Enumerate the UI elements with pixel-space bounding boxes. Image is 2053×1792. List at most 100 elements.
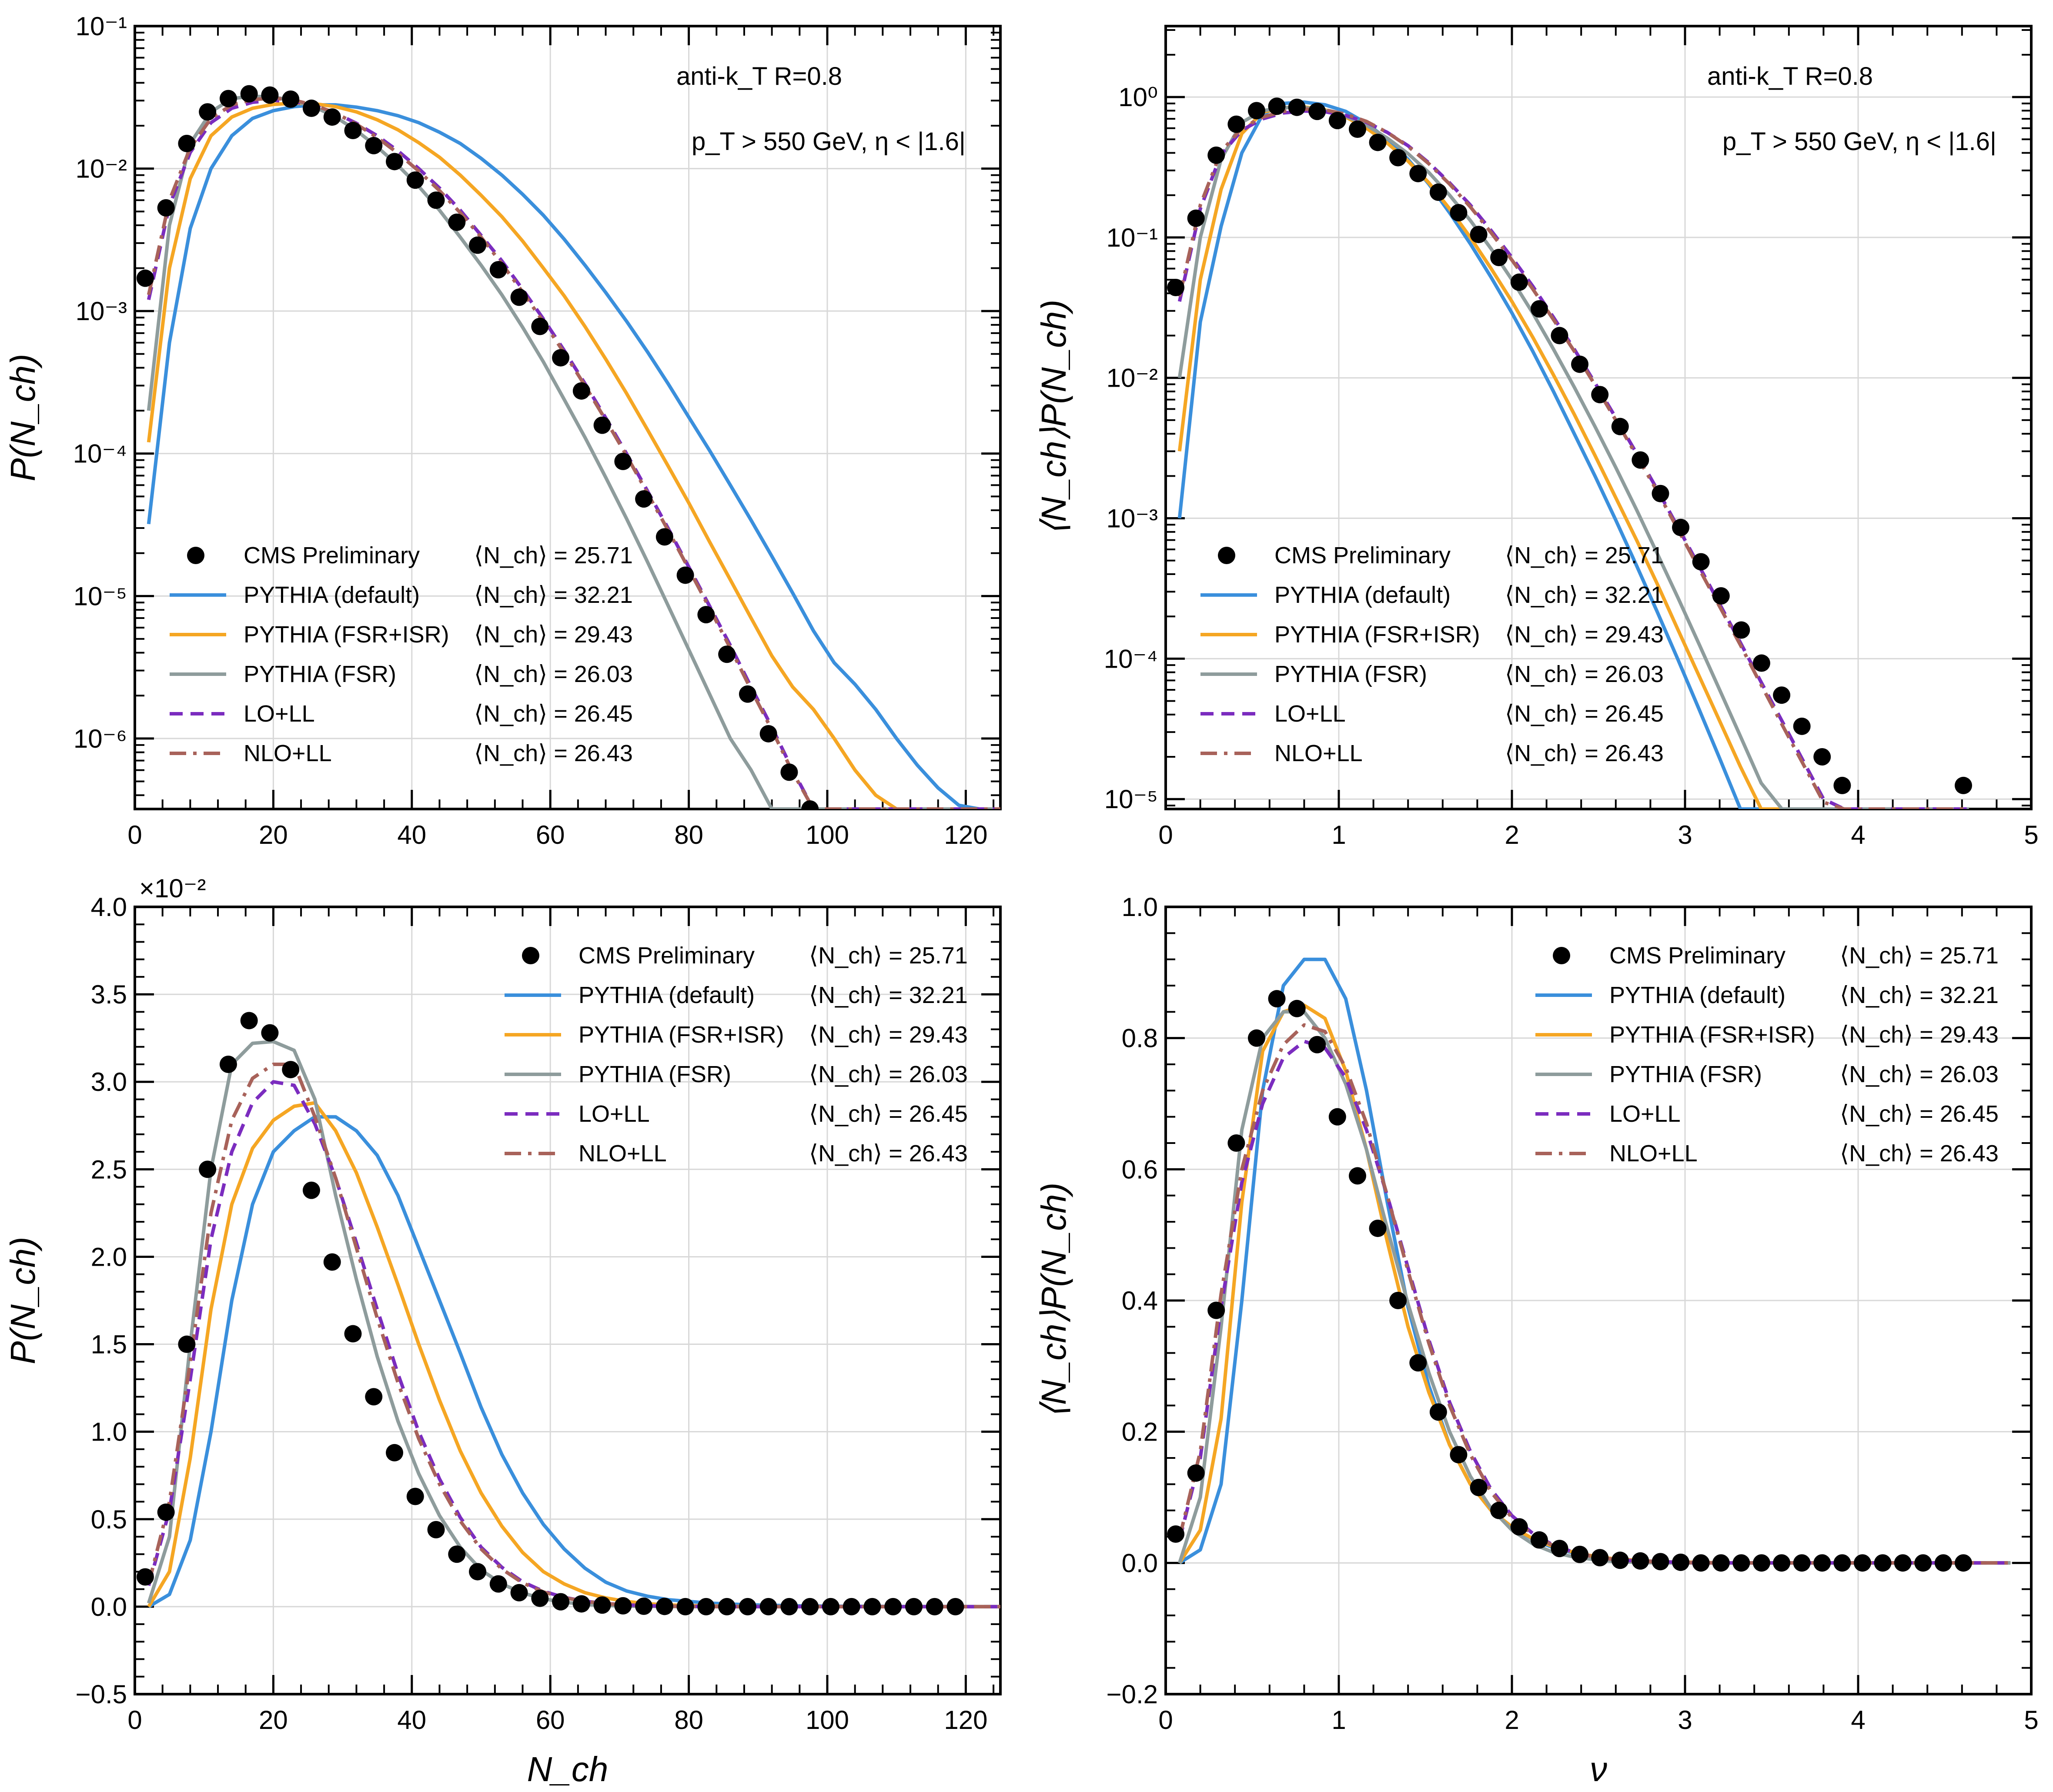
x-tick-label: 0 <box>127 1705 142 1735</box>
data-point <box>510 1584 528 1601</box>
legend-label: PYTHIA (FSR) <box>1274 661 1427 687</box>
series-line-pythia_fsr <box>1177 1010 2011 1565</box>
data-point <box>1429 183 1447 201</box>
legend-label: LO+LL <box>1609 1101 1681 1127</box>
data-point <box>1793 1554 1811 1572</box>
data-point <box>1833 776 1851 794</box>
legend-entry-cms: CMS Preliminary ⟨N_ch⟩ = 25.71 <box>522 943 968 969</box>
y-tick-label: 0.6 <box>1122 1155 1158 1184</box>
kinematic-cut-annotation: p_T > 550 GeV, η < |1.6| <box>1722 127 1996 156</box>
data-point <box>1450 204 1468 222</box>
data-point <box>136 269 154 287</box>
data-point <box>1288 98 1306 116</box>
data-point <box>1853 1554 1871 1572</box>
data-point <box>199 103 217 121</box>
data-point <box>1752 1554 1770 1572</box>
panel-bottom-right: 0 1 2 3 4 5 −0.2 0.0 0.2 0.4 0.6 0.8 1.0 ⟨N_ch⟩P(N_ch… <box>1034 893 2039 1789</box>
legend-mean: ⟨N_ch⟩ = 29.43 <box>1840 1022 1999 1048</box>
legend-entry-pythia_default: PYTHIA (default) ⟨N_ch⟩ = 32.21 <box>1200 582 1664 608</box>
data-point <box>282 1061 300 1079</box>
x-tick-label: 60 <box>536 820 565 849</box>
x-tick-label: 120 <box>944 1705 987 1735</box>
legend-label: PYTHIA (FSR) <box>1609 1061 1762 1087</box>
y-tick-label: 3.0 <box>91 1067 127 1097</box>
legend-label: PYTHIA (FSR+ISR) <box>1609 1022 1815 1048</box>
data-point <box>1672 1553 1690 1571</box>
data-point <box>1752 654 1770 672</box>
data-point <box>801 800 819 809</box>
data-point <box>1348 120 1366 138</box>
legend-entry-pythia_fsr_isr: PYTHIA (FSR+ISR) ⟨N_ch⟩ = 29.43 <box>170 622 633 648</box>
x-tick-label: 40 <box>397 820 426 849</box>
y-tick-label: 0.8 <box>1122 1024 1158 1053</box>
data-point <box>1773 686 1791 704</box>
x-tick-label: 100 <box>806 1705 849 1735</box>
data-point <box>614 1597 632 1615</box>
y-tick-label: −0.5 <box>76 1680 127 1709</box>
data-point <box>1692 553 1710 571</box>
data-point <box>1429 1403 1447 1421</box>
y-tick-label: 0.5 <box>91 1505 127 1534</box>
legend-entry-lo_ll: LO+LL ⟨N_ch⟩ = 26.45 <box>505 1101 968 1127</box>
y-tick-label: 10⁻⁵ <box>1104 785 1158 814</box>
data-point <box>552 1593 570 1611</box>
data-point <box>1813 748 1831 766</box>
data-point <box>1571 1545 1589 1563</box>
legend-entry-pythia_fsr_isr: PYTHIA (FSR+ISR) ⟨N_ch⟩ = 29.43 <box>505 1022 968 1048</box>
data-point <box>1632 1552 1649 1570</box>
data-point <box>1530 300 1548 318</box>
data-point <box>1813 1554 1831 1572</box>
y-tick-label: 10⁻² <box>76 154 127 184</box>
legend-mean: ⟨N_ch⟩ = 25.71 <box>1505 542 1664 568</box>
data-point <box>1409 165 1427 183</box>
data-point <box>448 1545 466 1563</box>
legend-entry-pythia_default: PYTHIA (default) ⟨N_ch⟩ = 32.21 <box>1535 982 1999 1008</box>
series-line-pythia_fsr_isr <box>147 1101 1000 1608</box>
data-point <box>1328 112 1346 130</box>
data-point <box>1288 1000 1306 1017</box>
legend-label: PYTHIA (FSR+ISR) <box>578 1022 784 1048</box>
legend-mean: ⟨N_ch⟩ = 32.21 <box>809 982 968 1008</box>
data-point <box>1611 418 1629 435</box>
x-tick-label: 1 <box>1331 1705 1346 1735</box>
data-point <box>655 1598 673 1615</box>
data-point <box>822 1598 839 1615</box>
data-point <box>302 99 320 117</box>
data-point <box>1510 1518 1528 1536</box>
data-point <box>427 191 445 209</box>
x-tick-label: 80 <box>674 820 703 849</box>
data-point <box>843 1598 860 1615</box>
data-point <box>1632 451 1649 469</box>
data-point <box>178 134 196 152</box>
data-point <box>1308 1036 1326 1053</box>
y-tick-label: 10⁻⁴ <box>73 439 127 468</box>
legend-label: CMS Preliminary <box>1274 542 1451 568</box>
data-point <box>572 1595 590 1613</box>
data-point <box>697 606 715 624</box>
data-point <box>386 153 403 171</box>
legend-entry-pythia_fsr: PYTHIA (FSR) ⟨N_ch⟩ = 26.03 <box>1200 661 1664 687</box>
y-tick-label: 1.0 <box>91 1418 127 1447</box>
data-point <box>1793 717 1811 735</box>
legend-marker <box>1218 547 1235 564</box>
legend-mean: ⟨N_ch⟩ = 26.43 <box>1840 1140 1999 1167</box>
legend-mean: ⟨N_ch⟩ = 26.45 <box>1505 701 1664 727</box>
legend-entry-cms: CMS Preliminary ⟨N_ch⟩ = 25.71 <box>1218 542 1664 568</box>
legend-label: PYTHIA (FSR+ISR) <box>244 622 449 648</box>
data-point <box>344 122 362 140</box>
jet-algorithm-annotation: anti-k_T R=0.8 <box>1707 62 1873 90</box>
legend-label: PYTHIA (default) <box>578 982 755 1008</box>
data-point <box>157 1503 175 1521</box>
data-point <box>240 1012 258 1030</box>
legend-label: CMS Preliminary <box>244 542 420 568</box>
y-tick-label: 0.0 <box>91 1592 127 1621</box>
legend-mean: ⟨N_ch⟩ = 25.71 <box>809 943 968 969</box>
legend-label: PYTHIA (FSR+ISR) <box>1274 622 1480 648</box>
legend-mean: ⟨N_ch⟩ = 29.43 <box>1505 622 1664 648</box>
data-point <box>718 1598 736 1615</box>
legend-mean: ⟨N_ch⟩ = 26.45 <box>1840 1101 1999 1127</box>
data-point <box>1268 97 1286 115</box>
y-tick-label: 1.0 <box>1122 893 1158 922</box>
data-point <box>199 1160 217 1178</box>
